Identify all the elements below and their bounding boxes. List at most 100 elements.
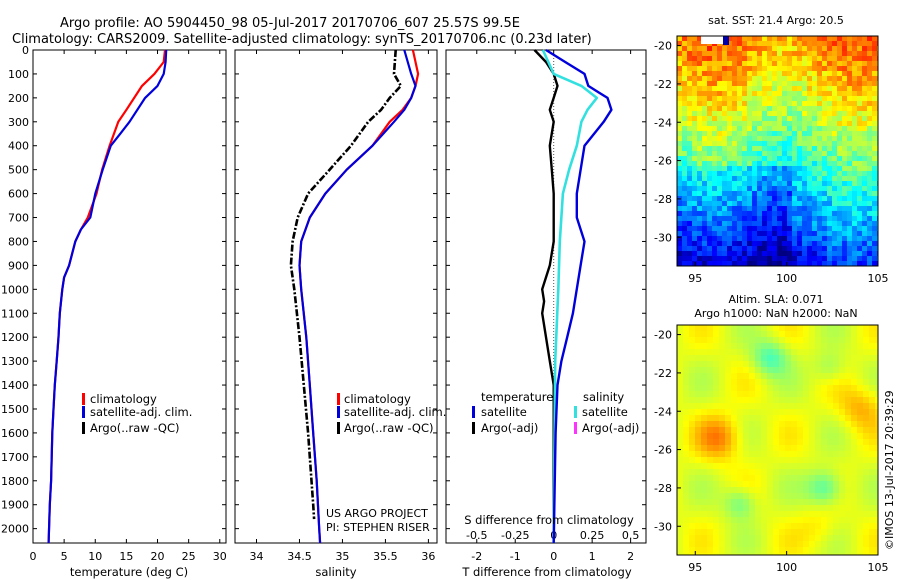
sla-map-cell [803,355,810,362]
sst-map-cell [837,81,843,87]
sla-map-cell [719,481,726,488]
sla-map-cell [761,391,768,398]
sst-map-cell [847,251,853,257]
sla-map-cell [683,367,690,374]
sst-map-cell [762,211,768,217]
sla-map-cell [815,433,822,440]
sst-map-cell [737,36,743,42]
sla-map-cell [779,373,786,380]
sst-map-cell [777,36,783,42]
sst-map-cell [677,246,683,252]
sst-map-cell [847,126,853,132]
sst-map-cell [812,241,818,247]
sla-map-cell [869,553,876,555]
sst-map-cell [807,96,813,102]
sst-map-cell [847,256,853,262]
sst-map-cell [852,261,858,266]
sst-map-cell [687,221,693,227]
sst-map-cell [857,61,863,67]
sla-map-cell [749,499,756,506]
sla-map-cell [749,433,756,440]
sla-map-cell [719,487,726,494]
sla-map-cell [695,469,702,476]
sla-map-cell [809,361,816,368]
sst-map-cell [832,246,838,252]
sst-map-cell [732,171,738,177]
sla-map-cell [851,445,858,452]
sla-map-cell [689,457,696,464]
sla-map-cell [857,469,864,476]
sst-map-cell [722,156,728,162]
map-y-tick-label: -24 [654,405,672,418]
sst-map-cell [747,131,753,137]
sst-map-cell [777,221,783,227]
sst-map-cell [742,176,748,182]
sst-map-cell [777,96,783,102]
sla-map-cell [791,439,798,446]
sla-map-cell [857,361,864,368]
sst-map-cell [682,86,688,92]
sla-map-cell [773,445,780,452]
sla-map-cell [755,493,762,500]
sst-map-cell [702,216,708,222]
sst-map-cell [817,216,823,222]
sla-map-cell [689,547,696,554]
sst-map-cell [707,236,713,242]
sst-map-cell [687,236,693,242]
sla-map-cell [701,517,708,524]
sst-map-cell [702,116,708,122]
sst-map-cell [707,136,713,142]
sst-map-cell [747,246,753,252]
sst-map-cell [752,106,758,112]
sst-map-cell [827,181,833,187]
sla-map-cell [719,343,726,350]
sst-map-cell [702,211,708,217]
sst-map-cell [857,71,863,77]
sla-map-cell [695,481,702,488]
depth-tick-label: 400 [8,140,29,153]
sla-map-cell [677,517,684,524]
sla-map-cell [869,517,876,524]
sst-map-cell [677,256,683,262]
sla-map-cell [743,475,750,482]
sst-map-cell [712,96,718,102]
sst-map-cell [772,241,778,247]
sla-map-cell [839,523,846,530]
sst-map-cell [777,161,783,167]
sla-map-cell [809,469,816,476]
sst-map-cell [827,251,833,257]
sst-map-cell [857,256,863,262]
sst-map-cell [792,141,798,147]
sla-map-cell [743,511,750,518]
sst-map-cell [857,161,863,167]
sla-map-cell [743,325,750,332]
sst-map-cell [827,106,833,112]
sst-map-cell [692,96,698,102]
sst-map-cell [687,171,693,177]
sst-map-cell [752,76,758,82]
sla-map-cell [869,487,876,494]
sla-map-cell [875,331,878,338]
sst-map-cell [832,236,838,242]
sla-map-cell [695,445,702,452]
sst-map-cell [742,191,748,197]
sla-map-cell [803,469,810,476]
sla-map-cell [683,451,690,458]
sst-map-cell [832,91,838,97]
sst-map-cell [692,151,698,157]
sla-map-cell [725,487,732,494]
sst-map-cell [727,166,733,172]
sst-map-cell [677,261,683,266]
sst-map-cell [782,131,788,137]
sst-map-cell [842,126,848,132]
sla-map-cell [713,463,720,470]
sla-map-cell [845,325,852,332]
sst-map-cell [817,121,823,127]
sla-map-cell [833,421,840,428]
sst-map-cell [837,191,843,197]
sla-map-cell [797,469,804,476]
sst-map-cell [772,171,778,177]
sla-map-cell [731,445,738,452]
sst-map-cell [737,231,743,237]
sla-map-cell [683,511,690,518]
